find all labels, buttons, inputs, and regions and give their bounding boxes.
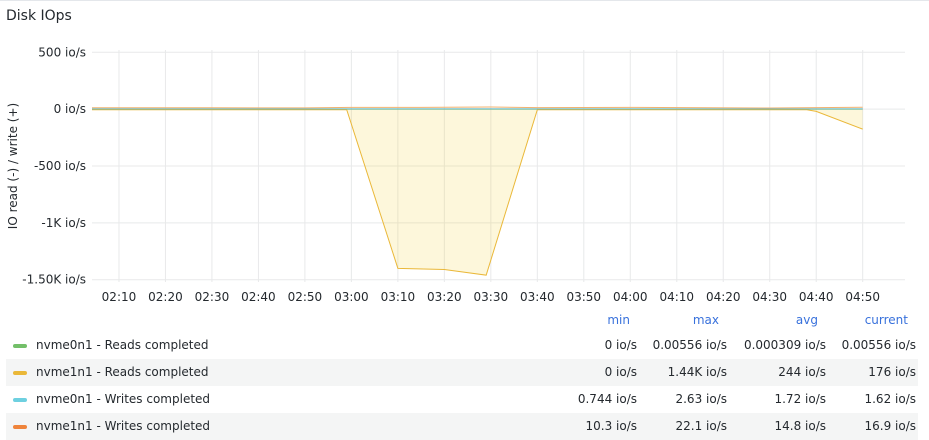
legend-header-avg[interactable]: avg	[795, 313, 818, 327]
x-tick-label: 04:10	[659, 290, 694, 304]
x-tick-label: 03:10	[381, 290, 416, 304]
chart-axes: 500 io/s 0 io/s -500 io/s -1K io/s -1.50K io…	[6, 45, 880, 304]
panel-title[interactable]: Disk IOps	[6, 8, 72, 24]
legend-min-value: 0 io/s	[604, 338, 637, 352]
legend-header: min max avg current	[6, 310, 918, 332]
series-color-swatch[interactable]	[13, 371, 27, 375]
series-color-swatch[interactable]	[13, 398, 27, 402]
legend-max-value: 22.1 io/s	[675, 419, 727, 433]
legend-header-max[interactable]: max	[692, 313, 719, 327]
y-tick-label: -500 io/s	[34, 159, 86, 173]
x-tick-label: 02:40	[241, 290, 276, 304]
x-tick-label: 03:40	[520, 290, 555, 304]
y-axis-title: IO read (-) / write (+)	[6, 103, 20, 229]
y-tick-label: 500 io/s	[38, 45, 86, 59]
disk-iops-chart[interactable]: 500 io/s 0 io/s -500 io/s -1K io/s -1.50K io…	[0, 30, 929, 308]
x-tick-label: 02:50	[288, 290, 323, 304]
x-tick-label: 04:00	[613, 290, 648, 304]
series-area-fill	[92, 109, 863, 276]
legend-min-value: 0 io/s	[604, 365, 637, 379]
legend-current-value: 0.00556 io/s	[841, 338, 916, 352]
x-tick-label: 04:50	[845, 290, 880, 304]
legend-current-value: 16.9 io/s	[864, 419, 916, 433]
legend-header-current[interactable]: current	[864, 313, 908, 327]
y-tick-label: -1.50K io/s	[22, 273, 86, 287]
legend-table: min max avg current nvme0n1 - Reads comp…	[6, 310, 918, 440]
legend-row[interactable]: nvme1n1 - Reads completed 0 io/s 1.44K i…	[6, 359, 918, 386]
legend-max-value: 1.44K io/s	[667, 365, 727, 379]
x-tick-label: 03:30	[474, 290, 509, 304]
legend-avg-value: 1.72 io/s	[774, 392, 826, 406]
legend-current-value: 1.62 io/s	[864, 392, 916, 406]
legend-max-value: 2.63 io/s	[675, 392, 727, 406]
legend-avg-value: 0.000309 io/s	[743, 338, 826, 352]
legend-header-min[interactable]: min	[607, 313, 630, 327]
legend-row[interactable]: nvme0n1 - Reads completed 0 io/s 0.00556…	[6, 332, 918, 359]
legend-min-value: 10.3 io/s	[585, 419, 637, 433]
series-color-swatch[interactable]	[13, 344, 27, 348]
x-tick-label: 03:20	[427, 290, 462, 304]
series-line	[92, 106, 863, 109]
legend-max-value: 0.00556 io/s	[652, 338, 727, 352]
legend-avg-value: 14.8 io/s	[774, 419, 826, 433]
x-tick-label: 04:40	[799, 290, 834, 304]
series-line	[92, 109, 863, 276]
x-tick-label: 02:30	[195, 290, 230, 304]
x-tick-label: 04:20	[706, 290, 741, 304]
y-tick-label: 0 io/s	[54, 102, 86, 116]
legend-min-value: 0.744 io/s	[577, 392, 637, 406]
series-color-swatch[interactable]	[13, 425, 27, 429]
legend-row[interactable]: nvme0n1 - Writes completed 0.744 io/s 2.…	[6, 386, 918, 413]
legend-series-name[interactable]: nvme0n1 - Reads completed	[36, 338, 209, 352]
panel-top-border	[0, 0, 929, 1]
legend-series-name[interactable]: nvme1n1 - Writes completed	[36, 419, 211, 433]
legend-current-value: 176 io/s	[868, 365, 916, 379]
chart-series	[92, 106, 863, 276]
x-tick-label: 02:10	[102, 290, 137, 304]
x-tick-label: 03:00	[334, 290, 369, 304]
x-tick-label: 02:20	[148, 290, 183, 304]
legend-row[interactable]: nvme1n1 - Writes completed 10.3 io/s 22.…	[6, 413, 918, 440]
x-tick-label: 03:50	[566, 290, 601, 304]
legend-series-name[interactable]: nvme0n1 - Writes completed	[36, 392, 211, 406]
legend-avg-value: 244 io/s	[778, 365, 826, 379]
legend-series-name[interactable]: nvme1n1 - Reads completed	[36, 365, 209, 379]
chart-grid	[92, 50, 905, 282]
x-tick-label: 04:30	[752, 290, 787, 304]
y-tick-label: -1K io/s	[41, 216, 86, 230]
